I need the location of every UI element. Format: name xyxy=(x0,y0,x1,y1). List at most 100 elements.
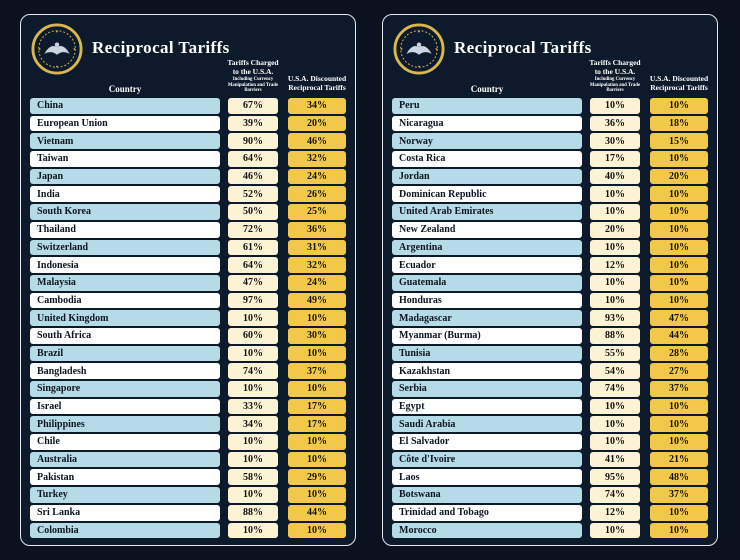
table-row: Pakistan 58% 29% xyxy=(30,469,346,486)
country-cell: Israel xyxy=(30,398,220,415)
discounted-tariff-cell: 49% xyxy=(288,292,346,309)
table-row: Norway 30% 15% xyxy=(392,133,708,150)
table-row: Serbia 74% 37% xyxy=(392,381,708,397)
discounted-tariff-cell: 36% xyxy=(288,221,346,238)
charged-tariff-cell: 10% xyxy=(590,416,640,433)
country-cell: South Korea xyxy=(30,204,220,220)
country-cell: United Arab Emirates xyxy=(392,204,582,220)
country-cell: South Africa xyxy=(30,327,220,344)
charged-header-line2: to the U.S.A. xyxy=(232,66,274,76)
column-header-charged: Tariffs Charged to the U.S.A. Including … xyxy=(227,59,279,95)
country-cell: Tunisia xyxy=(392,345,582,362)
discounted-tariff-cell: 10% xyxy=(650,522,708,539)
charged-tariff-cell: 12% xyxy=(590,257,640,273)
charged-tariff-cell: 10% xyxy=(228,522,278,539)
table-row: United Kingdom 10% 10% xyxy=(30,310,346,326)
country-cell: Myanmar (Burma) xyxy=(392,327,582,344)
column-header-country: Country xyxy=(470,84,504,94)
discounted-tariff-cell: 47% xyxy=(650,310,708,326)
charged-tariff-cell: 10% xyxy=(590,98,640,114)
presidential-seal-icon xyxy=(393,23,445,75)
country-cell: Turkey xyxy=(30,487,220,503)
charged-tariff-cell: 90% xyxy=(228,133,278,150)
discounted-tariff-cell: 17% xyxy=(288,416,346,433)
discounted-tariff-cell: 24% xyxy=(288,168,346,185)
country-cell: Vietnam xyxy=(30,133,220,150)
charged-tariff-cell: 10% xyxy=(590,186,640,203)
discounted-tariff-cell: 29% xyxy=(288,469,346,486)
table-row: United Arab Emirates 10% 10% xyxy=(392,204,708,220)
country-cell: European Union xyxy=(30,115,220,132)
country-cell: Sri Lanka xyxy=(30,504,220,521)
charged-tariff-cell: 10% xyxy=(590,292,640,309)
discounted-tariff-cell: 10% xyxy=(650,398,708,415)
country-cell: Chile xyxy=(30,434,220,450)
table-row: Chile 10% 10% xyxy=(30,434,346,450)
charged-tariff-cell: 10% xyxy=(228,487,278,503)
charged-tariff-cell: 10% xyxy=(590,239,640,256)
charged-tariff-cell: 10% xyxy=(228,345,278,362)
discounted-tariff-cell: 10% xyxy=(288,381,346,397)
country-cell: Philippines xyxy=(30,416,220,433)
charged-tariff-cell: 93% xyxy=(590,310,640,326)
charged-tariff-cell: 20% xyxy=(590,221,640,238)
country-cell: Australia xyxy=(30,451,220,468)
table-row: Brazil 10% 10% xyxy=(30,345,346,362)
charged-tariff-cell: 55% xyxy=(590,345,640,362)
discounted-tariff-cell: 10% xyxy=(650,204,708,220)
table-row: India 52% 26% xyxy=(30,186,346,203)
charged-tariff-cell: 17% xyxy=(590,151,640,167)
charged-tariff-cell: 10% xyxy=(228,310,278,326)
country-cell: Kazakhstan xyxy=(392,363,582,379)
country-cell: Botswana xyxy=(392,487,582,503)
table-row: Guatemala 10% 10% xyxy=(392,274,708,291)
table-row: South Africa 60% 30% xyxy=(30,327,346,344)
discounted-tariff-cell: 32% xyxy=(288,257,346,273)
discounted-tariff-cell: 10% xyxy=(288,451,346,468)
table-row: Botswana 74% 37% xyxy=(392,487,708,503)
country-cell: Peru xyxy=(392,98,582,114)
panel-header: Reciprocal Tariffs Country Tariffs Charg… xyxy=(392,21,708,95)
country-cell: Honduras xyxy=(392,292,582,309)
country-cell: Jordan xyxy=(392,168,582,185)
table-row: Philippines 34% 17% xyxy=(30,416,346,433)
charged-tariff-cell: 88% xyxy=(590,327,640,344)
country-cell: Thailand xyxy=(30,221,220,238)
discounted-tariff-cell: 30% xyxy=(288,327,346,344)
discounted-tariff-cell: 10% xyxy=(650,416,708,433)
charged-tariff-cell: 95% xyxy=(590,469,640,486)
country-cell: Pakistan xyxy=(30,469,220,486)
charged-tariff-cell: 30% xyxy=(590,133,640,150)
table-row: Madagascar 93% 47% xyxy=(392,310,708,326)
country-cell: Egypt xyxy=(392,398,582,415)
charged-tariff-cell: 74% xyxy=(590,381,640,397)
table-row: Jordan 40% 20% xyxy=(392,168,708,185)
column-header-charged: Tariffs Charged to the U.S.A. Including … xyxy=(589,59,640,95)
table-row: Myanmar (Burma) 88% 44% xyxy=(392,327,708,344)
country-cell: Taiwan xyxy=(30,151,220,167)
country-cell: Côte d'Ivoire xyxy=(392,451,582,468)
discounted-tariff-cell: 15% xyxy=(650,133,708,150)
country-cell: El Salvador xyxy=(392,434,582,450)
charged-tariff-cell: 10% xyxy=(590,522,640,539)
table-row: Côte d'Ivoire 41% 21% xyxy=(392,451,708,468)
discounted-tariff-cell: 44% xyxy=(650,327,708,344)
discounted-header-line1: U.S.A. Discounted xyxy=(287,74,347,83)
table-row: Thailand 72% 36% xyxy=(30,221,346,238)
charged-tariff-cell: 33% xyxy=(228,398,278,415)
charged-tariff-cell: 36% xyxy=(590,115,640,132)
discounted-tariff-cell: 27% xyxy=(650,363,708,379)
discounted-tariff-cell: 17% xyxy=(288,398,346,415)
discounted-tariff-cell: 24% xyxy=(288,274,346,291)
table-row: Trinidad and Tobago 12% 10% xyxy=(392,504,708,521)
charged-tariff-cell: 12% xyxy=(590,504,640,521)
table-row: El Salvador 10% 10% xyxy=(392,434,708,450)
charged-subheader: Including Currency Manipulation and Trad… xyxy=(227,77,279,94)
discounted-tariff-cell: 32% xyxy=(288,151,346,167)
table-row: South Korea 50% 25% xyxy=(30,204,346,220)
charged-tariff-cell: 46% xyxy=(228,168,278,185)
country-cell: Morocco xyxy=(392,522,582,539)
charged-tariff-cell: 40% xyxy=(590,168,640,185)
charged-tariff-cell: 88% xyxy=(228,504,278,521)
